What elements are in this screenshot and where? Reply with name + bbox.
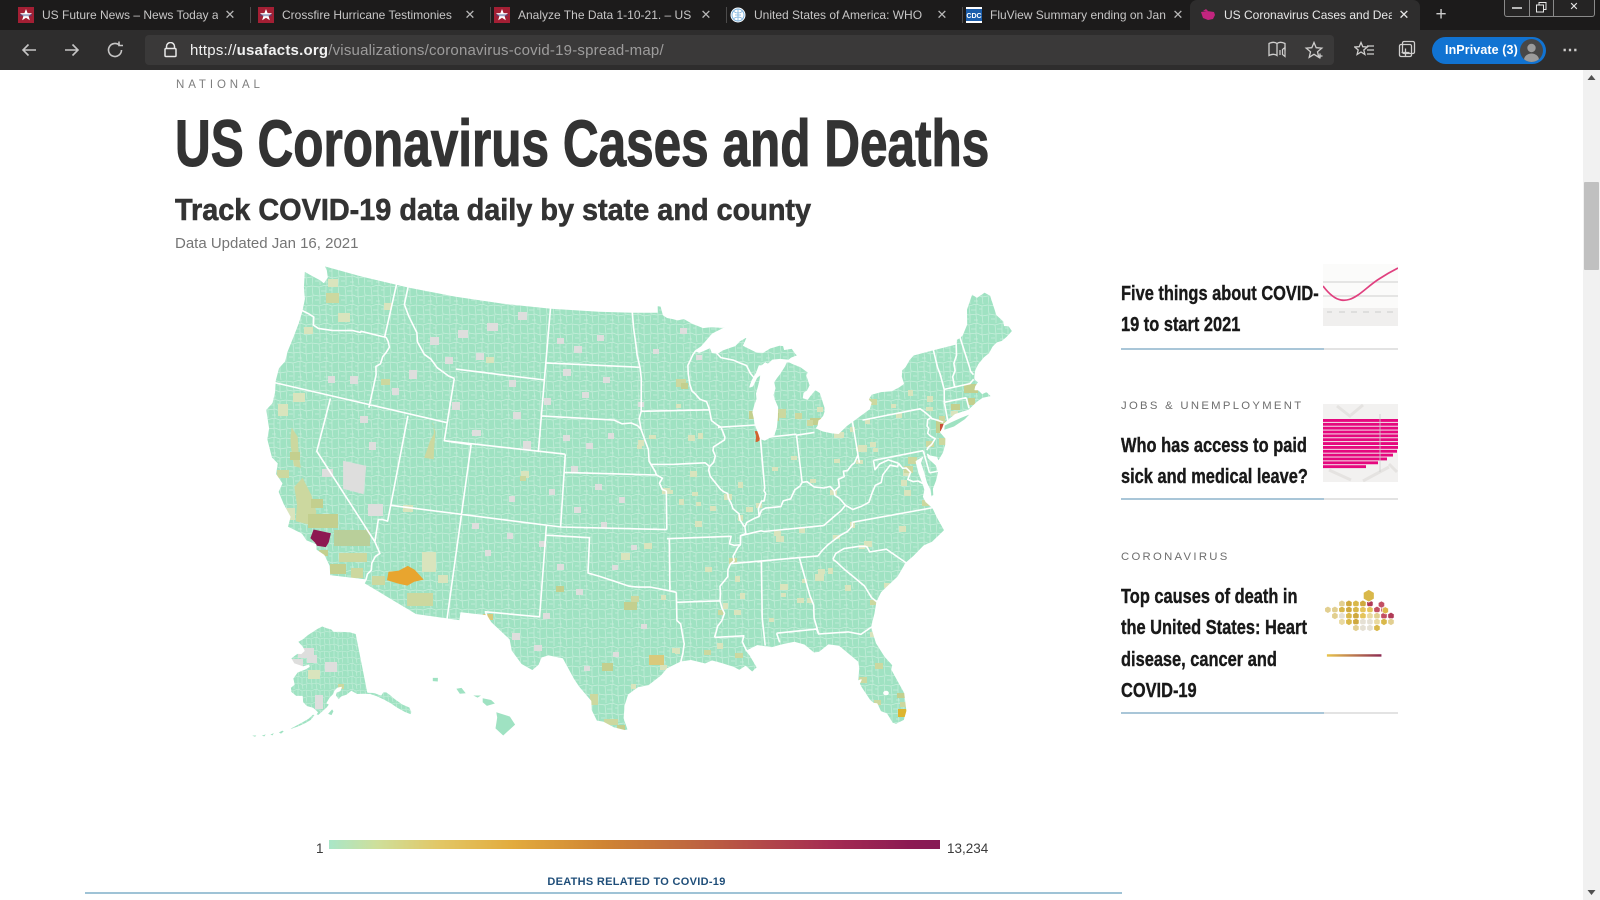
svg-text:CDC: CDC <box>966 13 981 20</box>
